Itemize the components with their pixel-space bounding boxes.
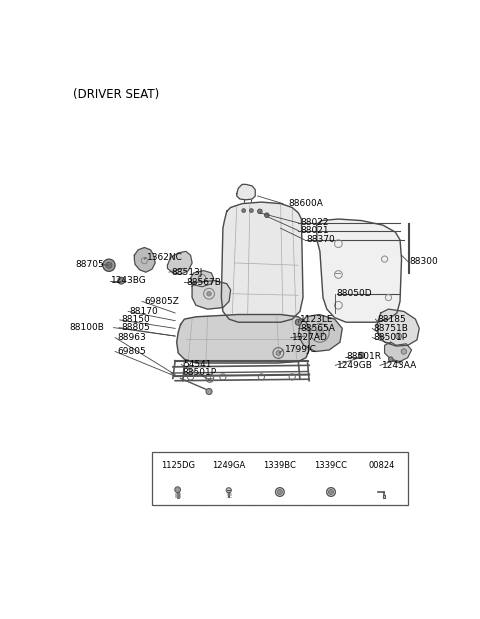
- Text: 1249GB: 1249GB: [337, 361, 373, 370]
- Polygon shape: [384, 342, 411, 361]
- Text: 69805Z: 69805Z: [144, 297, 179, 306]
- Polygon shape: [134, 248, 155, 272]
- Circle shape: [316, 329, 324, 337]
- Circle shape: [206, 389, 212, 394]
- Circle shape: [226, 488, 231, 493]
- Text: 88963: 88963: [118, 333, 146, 342]
- Text: 88565A: 88565A: [300, 324, 335, 333]
- Text: 88170: 88170: [129, 307, 158, 316]
- Polygon shape: [237, 184, 255, 200]
- Text: 1123LE: 1123LE: [300, 316, 334, 324]
- Text: 69805: 69805: [118, 347, 146, 356]
- Text: 88805: 88805: [121, 323, 150, 332]
- Circle shape: [175, 487, 180, 493]
- Text: 54541: 54541: [183, 360, 211, 369]
- Circle shape: [258, 209, 262, 214]
- Polygon shape: [177, 314, 309, 363]
- Text: 88050D: 88050D: [337, 289, 372, 298]
- Polygon shape: [377, 309, 419, 346]
- Text: 1249GA: 1249GA: [212, 461, 245, 470]
- Text: 1339CC: 1339CC: [314, 461, 348, 470]
- Text: 88501R: 88501R: [346, 352, 381, 361]
- Text: 88501P: 88501P: [374, 333, 408, 342]
- Circle shape: [388, 357, 393, 361]
- Circle shape: [295, 319, 301, 326]
- Text: (DRIVER SEAT): (DRIVER SEAT): [73, 88, 159, 101]
- Text: 88150: 88150: [121, 316, 150, 324]
- Text: 88600A: 88600A: [288, 199, 323, 208]
- Text: 1327AD: 1327AD: [292, 333, 328, 342]
- Text: 1799JC: 1799JC: [285, 345, 316, 355]
- Circle shape: [242, 209, 246, 212]
- Text: 1339BC: 1339BC: [264, 461, 296, 470]
- Text: 88022: 88022: [300, 219, 328, 227]
- Circle shape: [250, 209, 253, 212]
- Circle shape: [396, 333, 402, 339]
- Circle shape: [401, 348, 407, 354]
- Circle shape: [207, 292, 211, 296]
- Circle shape: [330, 491, 332, 493]
- Text: 88021: 88021: [300, 226, 328, 235]
- Text: 1243AA: 1243AA: [382, 361, 417, 370]
- Circle shape: [359, 352, 365, 358]
- Text: 88567B: 88567B: [187, 278, 222, 287]
- Text: 1362NC: 1362NC: [147, 253, 183, 262]
- Text: 88100B: 88100B: [69, 323, 104, 332]
- Polygon shape: [191, 271, 214, 287]
- Text: 1125DG: 1125DG: [161, 461, 194, 470]
- Polygon shape: [192, 280, 230, 309]
- Polygon shape: [168, 251, 192, 274]
- Text: 88300: 88300: [409, 257, 438, 266]
- Text: 88705: 88705: [75, 260, 104, 269]
- Text: 88751B: 88751B: [374, 324, 408, 333]
- Polygon shape: [221, 202, 303, 322]
- Text: 88513J: 88513J: [171, 267, 203, 277]
- Text: 1243BG: 1243BG: [111, 276, 147, 285]
- Text: 88185: 88185: [377, 314, 406, 324]
- Circle shape: [328, 490, 334, 495]
- Circle shape: [118, 277, 125, 284]
- Polygon shape: [299, 314, 342, 352]
- Polygon shape: [317, 219, 402, 322]
- Text: 88501P: 88501P: [183, 368, 217, 377]
- Circle shape: [106, 262, 112, 268]
- Bar: [383, 495, 385, 498]
- Text: 88370: 88370: [306, 235, 335, 245]
- Circle shape: [103, 259, 115, 271]
- Text: 00824: 00824: [369, 461, 396, 470]
- Circle shape: [264, 213, 269, 217]
- Bar: [152, 452, 408, 506]
- Circle shape: [276, 351, 281, 355]
- Circle shape: [279, 491, 281, 493]
- Circle shape: [277, 490, 282, 495]
